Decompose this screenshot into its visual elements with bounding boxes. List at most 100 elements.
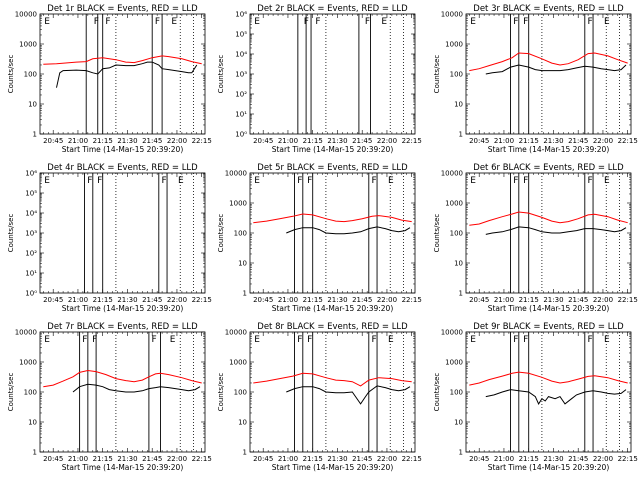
y-tick-label: 10000 [441,170,463,178]
x-tick-label: 20:45 [43,455,63,463]
annotation-label: F [97,176,102,186]
x-tick-label: 21:45 [352,455,372,463]
annotation-label: F [523,17,528,27]
series-events-line [485,389,627,405]
x-tick-label: 22:15 [618,455,638,463]
x-tick-label: 21:15 [519,455,539,463]
x-tick-label: 22:15 [192,455,212,463]
x-tick-label: 22:15 [402,296,422,304]
x-tick-label: 20:45 [43,137,63,145]
y-tick-label: 10⁰ [235,131,247,139]
y-tick-label: 100 [24,389,37,397]
chart-title: Det 5r BLACK = Events, RED = LLD [257,163,408,173]
chart-7: Det 7r BLACK = Events, RED = LLD 1 10 100 10… [7,322,212,472]
series-events-line [286,226,411,235]
x-tick-label: 20:45 [253,137,273,145]
x-tick-label: 22:15 [618,296,638,304]
y-tick-label: 10000 [15,11,37,19]
annotation-label: E [44,335,50,345]
annotation-label: E [254,17,260,27]
y-tick-label: 10 [28,419,37,427]
annotation-label: F [315,17,320,27]
x-tick-label: 22:00 [377,455,397,463]
series-events-line [485,226,627,235]
annotation-label: F [307,176,312,186]
x-axis-label: Start Time (14-Mar-15 20:39:20) [62,304,184,313]
x-tick-label: 21:45 [142,296,162,304]
y-tick-label: 1 [33,449,37,457]
y-tick-label: 10² [25,250,37,258]
annotation-label: F [161,176,166,186]
y-tick-label: 10⁴ [235,51,247,59]
annotation-label: F [587,176,592,186]
y-tick-label: 1 [33,131,37,139]
x-axis-label: Start Time (14-Mar-15 20:39:20) [272,304,394,313]
x-tick-label: 22:00 [167,296,187,304]
x-tick-label: 22:00 [593,296,613,304]
x-tick-label: 21:45 [568,296,588,304]
annotation-label: F [513,17,518,27]
annotation-label: F [155,17,160,27]
series-lld-line [43,55,202,65]
y-tick-label: 10¹ [235,111,247,119]
annotation-label: E [254,176,260,186]
y-tick-label: 1000 [229,200,247,208]
chart-title: Det 7r BLACK = Events, RED = LLD [47,322,198,332]
annotation-label: F [87,176,92,186]
y-tick-label: 10⁵ [235,31,247,39]
x-tick-label: 21:00 [494,296,514,304]
annotation-label: F [152,335,157,345]
annotation-label: E [44,17,50,27]
x-tick-label: 22:15 [192,137,212,145]
x-tick-label: 21:45 [568,137,588,145]
x-tick-label: 21:15 [303,137,323,145]
x-tick-label: 21:00 [494,455,514,463]
chart-title: Det 4r BLACK = Events, RED = LLD [47,163,198,173]
x-tick-label: 21:30 [543,296,563,304]
x-tick-label: 21:00 [494,137,514,145]
x-tick-label: 22:00 [593,455,613,463]
x-axis-label: Start Time (14-Mar-15 20:39:20) [488,304,610,313]
x-tick-label: 22:00 [167,137,187,145]
x-axis-label: Start Time (14-Mar-15 20:39:20) [62,463,184,472]
y-tick-label: 1000 [229,359,247,367]
annotation-label: E [604,17,610,27]
x-tick-label: 22:00 [167,455,187,463]
y-tick-label: 10⁴ [25,210,37,218]
x-axis-label: Start Time (14-Mar-15 20:39:20) [62,145,184,154]
chart-title: Det 6r BLACK = Events, RED = LLD [473,163,624,173]
annotation-label: F [587,17,592,27]
chart-3: Det 3r BLACK = Events, RED = LLD 1 10 100 10… [433,4,638,154]
y-tick-label: 100 [450,71,463,79]
chart-title: Det 1r BLACK = Events, RED = LLD [47,4,198,14]
x-tick-label: 21:15 [93,137,113,145]
series-lld-line [253,372,412,387]
x-tick-label: 21:15 [303,455,323,463]
x-tick-label: 21:15 [519,137,539,145]
y-tick-label: 10 [238,260,247,268]
annotation-label: F [365,17,370,27]
y-tick-label: 10 [28,101,37,109]
y-tick-label: 10 [454,260,463,268]
x-tick-label: 20:45 [469,137,489,145]
annotation-label: F [523,335,528,345]
x-axis-label: Start Time (14-Mar-15 20:39:20) [272,145,394,154]
annotation-label: E [470,176,476,186]
y-tick-label: 100 [24,71,37,79]
x-tick-label: 21:15 [519,296,539,304]
annotation-label: F [371,176,376,186]
x-tick-label: 20:45 [43,296,63,304]
x-tick-label: 20:45 [469,296,489,304]
annotation-label: F [297,335,302,345]
y-tick-label: 1000 [445,41,463,49]
y-tick-label: 1 [459,449,463,457]
annotation-label: E [44,176,50,186]
y-tick-label: 100 [234,389,247,397]
y-tick-label: 10³ [25,230,37,238]
chart-1: Det 1r BLACK = Events, RED = LLD 1 10 100 10… [7,4,212,154]
series-events-line [72,383,201,393]
x-tick-label: 21:30 [327,137,347,145]
series-events-line [56,61,198,88]
chart-9: Det 9r BLACK = Events, RED = LLD 1 10 100 10… [433,322,638,472]
